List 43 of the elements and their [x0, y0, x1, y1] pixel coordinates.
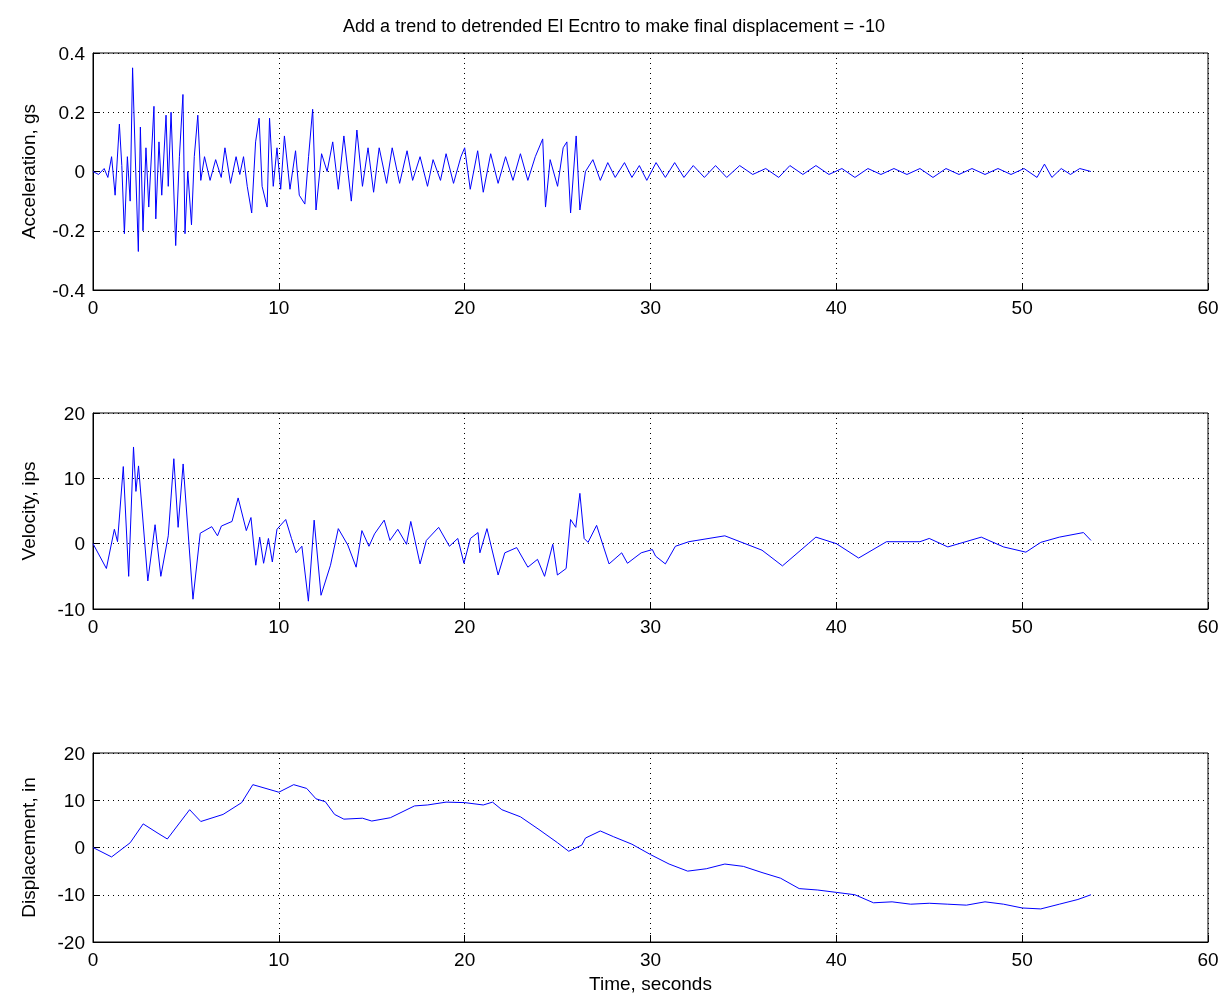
chart-title: Add a trend to detrended El Ecntro to make final displacement = -10 [343, 16, 885, 36]
x-tick-label: 30 [639, 297, 662, 318]
y-tick-label: 10 [63, 789, 85, 811]
line-series [92, 67, 1092, 252]
y-tick-label: -20 [57, 931, 85, 953]
line-series [92, 784, 1092, 910]
x-tick-label: 60 [1197, 616, 1219, 637]
x-tick-label: 40 [825, 949, 847, 970]
y-axis-title: Acceleration, gs [18, 103, 39, 240]
x-tick-label: 20 [454, 616, 476, 637]
y-tick-label: -0.4 [52, 279, 86, 301]
x-tick-label: 0 [87, 949, 99, 970]
y-tick-label: 0 [74, 161, 85, 182]
x-tick-label: 30 [639, 949, 662, 970]
x-tick-label: 50 [1011, 949, 1033, 970]
y-tick-label: -10 [57, 598, 85, 620]
x-tick-label: 20 [454, 949, 476, 970]
line-series [92, 446, 1092, 602]
y-axis-title: Velocity, ips [18, 461, 39, 561]
y-tick-label: 0 [74, 533, 85, 555]
x-tick-label: 10 [268, 949, 290, 970]
x-tick-label: 50 [1011, 616, 1033, 637]
y-tick-label: 0 [74, 837, 85, 858]
x-tick-label: 10 [268, 616, 290, 637]
x-tick-label: 10 [268, 297, 290, 318]
y-tick-label: 20 [63, 742, 85, 764]
y-tick-label: -10 [57, 884, 85, 906]
x-tick-label: 0 [87, 297, 99, 318]
x-tick-label: 60 [1197, 949, 1219, 970]
y-tick-label: 10 [63, 467, 85, 489]
x-axis-title: Time, seconds [589, 973, 712, 994]
x-tick-label: 0 [87, 616, 99, 637]
y-tick-label: 0.4 [58, 42, 86, 64]
x-tick-label: 30 [639, 616, 662, 637]
x-tick-label: 60 [1197, 297, 1219, 318]
y-tick-label: 20 [63, 402, 85, 424]
x-tick-label: 20 [454, 297, 476, 318]
y-axis-title: Displacement, in [18, 777, 39, 918]
x-tick-label: 40 [825, 616, 847, 637]
y-tick-label: -0.2 [52, 220, 85, 242]
y-tick-label: 0.2 [58, 101, 85, 123]
x-tick-label: 40 [825, 297, 847, 318]
x-tick-label: 50 [1011, 297, 1033, 318]
